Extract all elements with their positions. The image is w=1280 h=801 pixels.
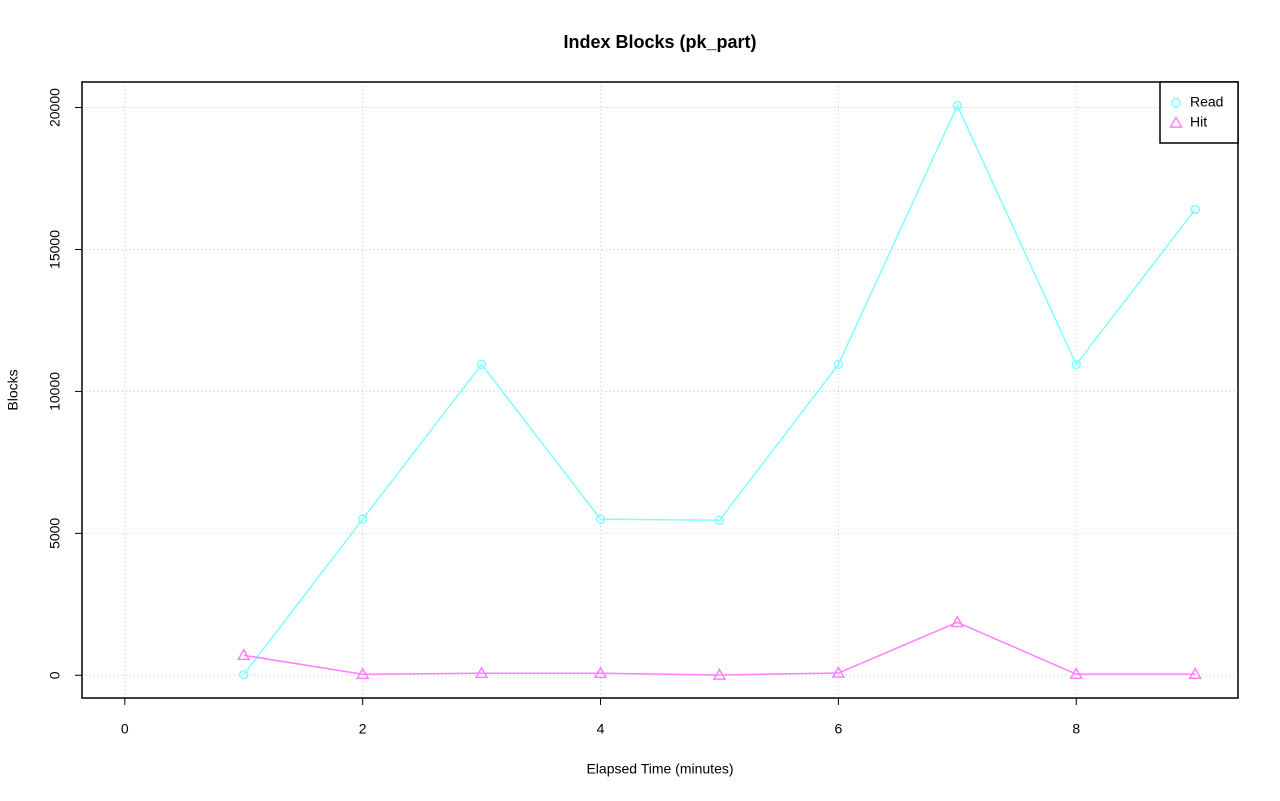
x-tick-label: 2 <box>359 721 367 737</box>
point <box>950 615 965 628</box>
point <box>238 669 249 680</box>
point <box>593 666 608 679</box>
y-tick-label: 5000 <box>47 518 63 549</box>
x-tick-label: 4 <box>597 721 605 737</box>
legend-label: Read <box>1190 94 1223 110</box>
chart-title: Index Blocks (pk_part) <box>563 32 756 52</box>
point <box>474 666 489 679</box>
y-tick-label: 10000 <box>47 372 63 411</box>
x-tick-label: 6 <box>834 721 842 737</box>
plot-frame <box>81 81 1239 699</box>
point <box>1069 667 1084 680</box>
legend-symbol <box>1171 98 1181 108</box>
point <box>1188 667 1202 680</box>
y-axis-label: Blocks <box>5 369 21 410</box>
y-tick-label: 20000 <box>47 88 63 127</box>
point <box>476 359 487 370</box>
point <box>714 515 725 526</box>
legend-box <box>1159 81 1239 144</box>
x-tick-label: 8 <box>1072 721 1080 737</box>
legend-symbol <box>1169 115 1183 128</box>
point <box>357 514 368 524</box>
series-line <box>243 103 1196 676</box>
point <box>1190 204 1200 215</box>
point <box>355 667 370 680</box>
point <box>595 514 606 524</box>
point <box>952 100 963 111</box>
y-tick-label: 0 <box>47 671 63 679</box>
x-axis-label: Elapsed Time (minutes) <box>586 761 733 777</box>
y-tick-label: 15000 <box>47 230 63 269</box>
series-line <box>243 621 1196 676</box>
x-tick-label: 0 <box>121 721 129 737</box>
point <box>1071 359 1082 370</box>
point <box>712 667 727 680</box>
legend-label: Hit <box>1190 114 1207 130</box>
point <box>831 666 846 678</box>
point <box>236 648 251 661</box>
point <box>833 359 844 370</box>
